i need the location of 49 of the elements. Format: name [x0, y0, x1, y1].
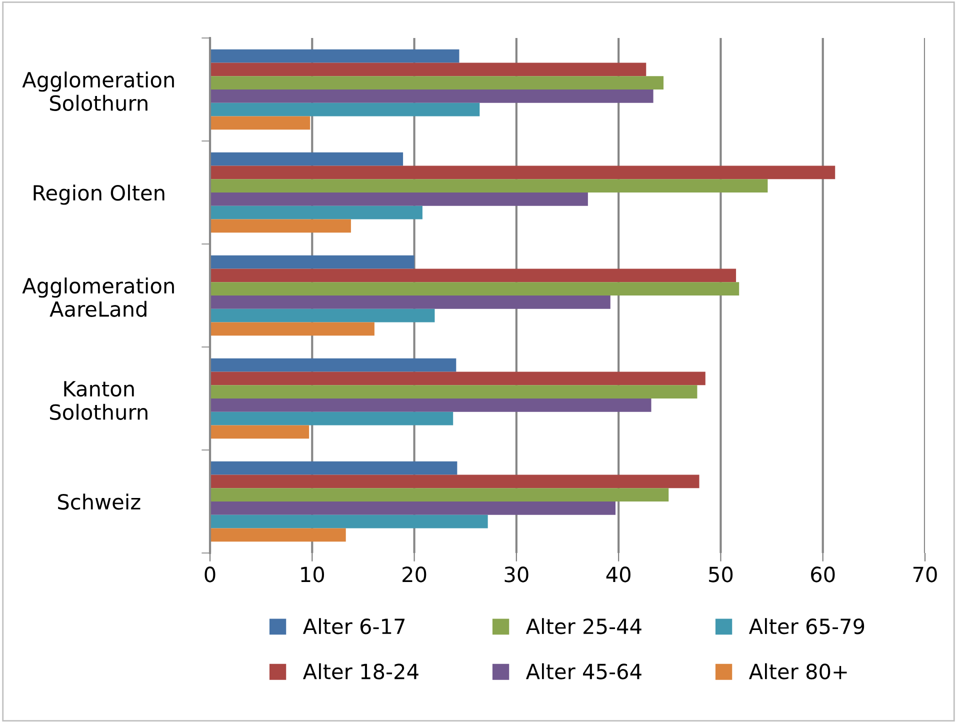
- bar: [210, 372, 706, 386]
- legend-label: Alter 6-17: [302, 618, 405, 634]
- bar: [210, 102, 480, 116]
- bar: [210, 412, 454, 426]
- bar: [210, 62, 646, 76]
- x-tick-label: 30: [504, 566, 528, 582]
- y-tick-label: Region Olten: [34, 184, 164, 205]
- bar: [210, 255, 414, 269]
- bar: [210, 398, 652, 412]
- legend-label: Alter 18-24: [302, 663, 418, 680]
- legend-label: Alter 45-64: [526, 663, 642, 680]
- x-tick-label: 70: [913, 566, 937, 582]
- bar: [210, 282, 740, 296]
- bar: [210, 358, 456, 372]
- x-tick-label: 0: [204, 566, 216, 582]
- bar: [210, 461, 458, 475]
- bar: [210, 528, 346, 542]
- bar: [210, 192, 588, 206]
- bar: [210, 179, 768, 192]
- bar: [210, 219, 351, 233]
- legend-label: Alter 80+: [748, 663, 847, 680]
- y-tick-label: Agglomeration Solothurn: [22, 72, 174, 111]
- y-tick-label: Kanton Solothurn: [50, 381, 148, 420]
- bar: [210, 268, 736, 282]
- legend-label: Alter 25-44: [526, 618, 642, 634]
- bar: [210, 116, 310, 130]
- x-tick-label: 40: [606, 566, 630, 582]
- bar: [210, 76, 664, 90]
- legend-label: Alter 65-79: [748, 618, 864, 634]
- bar: [210, 488, 669, 502]
- x-tick-label: 60: [811, 566, 835, 582]
- bar: [210, 296, 610, 309]
- y-tick-label: Agglomeration AareLand: [22, 278, 174, 317]
- bar: [210, 385, 698, 398]
- bar: [210, 90, 654, 103]
- bar: [210, 166, 836, 180]
- x-tick-label: 10: [301, 566, 324, 582]
- bar: [210, 322, 374, 336]
- bar: [210, 206, 422, 220]
- bar: [210, 514, 488, 528]
- bar: [210, 308, 435, 322]
- bar: [210, 474, 700, 488]
- bar: [210, 502, 616, 515]
- x-tick-label: 50: [709, 566, 733, 582]
- x-tick-label: 20: [402, 566, 426, 582]
- bar: [210, 425, 310, 439]
- y-tick-label: Schweiz: [58, 494, 140, 510]
- bar: [210, 152, 404, 166]
- bar: [210, 49, 460, 63]
